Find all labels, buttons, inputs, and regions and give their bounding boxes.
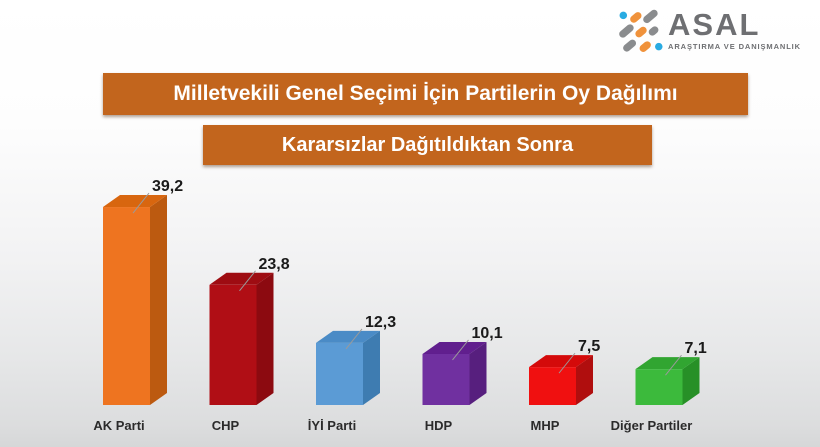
bar-top-face: [529, 355, 593, 368]
bar-chart: 39,2 AK Parti 23,8 CHP 12,3 İYİ Parti 10,1 HDP 7…: [93, 178, 707, 433]
value-leader-line: [558, 352, 576, 374]
category-label: CHP: [212, 418, 240, 433]
bar-top-face: [316, 330, 380, 343]
value-leader-line: [345, 328, 363, 350]
value-leader-line: [132, 192, 150, 214]
bar-side-face: [576, 355, 593, 405]
bar-top-face: [209, 272, 274, 285]
bar-side-face: [469, 341, 487, 405]
bar-group: 10,1 HDP: [422, 325, 503, 433]
value-label: 23,8: [259, 256, 290, 273]
category-label: Diğer Partiler: [611, 418, 693, 433]
chart-subtitle: Kararsızlar Dağıtıldıktan Sonra: [281, 134, 574, 156]
value-label: 12,3: [365, 314, 396, 331]
asal-logo-text: ASAL ARAŞTIRMA VE DANIŞMANLIK: [668, 7, 801, 52]
value-label: 39,2: [152, 178, 183, 195]
asal-logo: ASAL ARAŞTIRMA VE DANIŞMANLIK: [616, 8, 801, 54]
category-label: İYİ Parti: [308, 418, 356, 433]
logo-subtitle: ARAŞTIRMA VE DANIŞMANLIK: [668, 42, 801, 51]
value-leader-line: [452, 339, 469, 361]
chart-title-banner: Milletvekili Genel Seçimi İçin Partileri…: [103, 73, 748, 115]
bar-side-face: [363, 330, 380, 405]
logo-name: ASAL: [668, 7, 761, 42]
asal-logo-mark-icon: [619, 9, 663, 52]
bar-front-face: [422, 353, 470, 405]
bar-top-face: [422, 341, 487, 354]
category-label: MHP: [531, 418, 560, 433]
bar-top-face: [103, 195, 167, 208]
bar-group: 23,8 CHP: [209, 256, 290, 433]
bar-side-face: [682, 357, 700, 405]
bar-front-face: [635, 369, 683, 405]
bar-top-face: [635, 357, 700, 370]
bar-side-face: [256, 272, 274, 405]
value-label: 7,1: [685, 340, 707, 357]
bar-group: 7,5 MHP: [529, 338, 600, 433]
category-label: AK Parti: [93, 418, 144, 433]
bar-group: 39,2 AK Parti: [93, 178, 183, 433]
value-leader-line: [239, 270, 256, 292]
bar-front-face: [103, 207, 150, 405]
bar-group: 12,3 İYİ Parti: [308, 314, 396, 433]
value-leader-line: [665, 354, 682, 376]
bar-front-face: [209, 284, 257, 405]
bar-front-face: [529, 367, 576, 405]
chart-title: Milletvekili Genel Seçimi İçin Partileri…: [173, 82, 678, 105]
bar-side-face: [150, 195, 167, 405]
bar-front-face: [316, 342, 363, 405]
value-label: 7,5: [578, 338, 600, 355]
category-label: HDP: [425, 418, 453, 433]
chart-subtitle-banner: Kararsızlar Dağıtıldıktan Sonra: [203, 125, 652, 165]
value-label: 10,1: [472, 325, 503, 342]
bar-group: 7,1 Diğer Partiler: [611, 340, 707, 433]
